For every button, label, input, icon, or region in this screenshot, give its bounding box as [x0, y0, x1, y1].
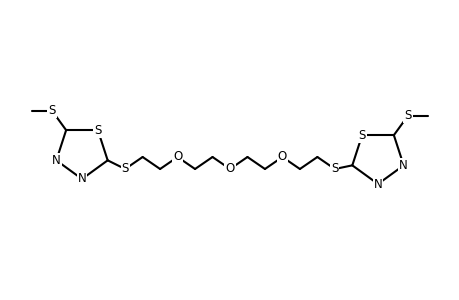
Text: S: S [403, 109, 411, 122]
Text: S: S [121, 163, 129, 176]
Text: S: S [358, 129, 365, 142]
Text: N: N [373, 178, 381, 190]
Text: S: S [94, 124, 101, 137]
Text: S: S [330, 163, 338, 176]
Text: N: N [78, 172, 86, 185]
Text: O: O [225, 163, 234, 176]
Text: O: O [277, 151, 286, 164]
Text: N: N [398, 159, 407, 172]
Text: N: N [52, 154, 61, 167]
Text: O: O [173, 151, 182, 164]
Text: S: S [48, 104, 56, 117]
